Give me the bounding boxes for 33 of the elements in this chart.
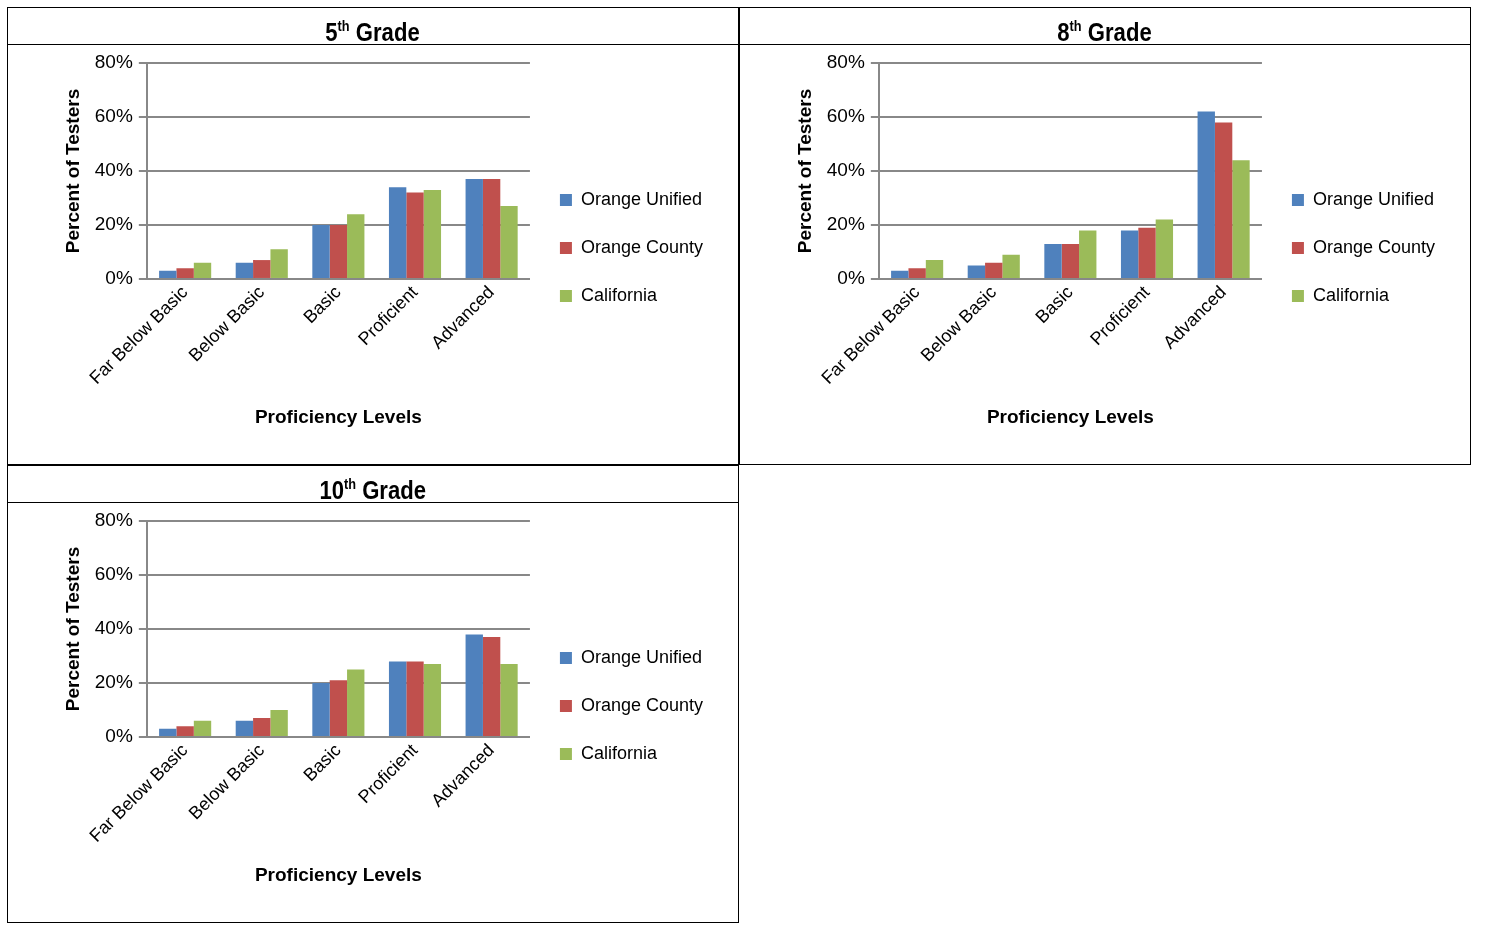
legend-label: Orange County [1312, 236, 1436, 257]
chart-title: 8$^{th}$ Grade [1057, 15, 1153, 49]
legend-label: California [580, 742, 658, 763]
y-tick-label: 0% [105, 725, 133, 747]
chart-title: 5$^{th}$ Grade [325, 15, 421, 49]
y-axis-title: Percent of Testers [61, 546, 83, 712]
legend-label: Orange Unified [580, 646, 703, 667]
y-tick-label: 0% [837, 267, 865, 289]
x-axis-title: Proficiency Levels [254, 405, 422, 427]
y-tick-label: 20% [826, 213, 865, 235]
legend-label: Orange County [580, 694, 704, 715]
y-tick-label: 80% [94, 51, 133, 73]
legend-label: California [1312, 284, 1390, 305]
y-tick-label: 0% [105, 267, 133, 289]
y-tick-label: 60% [94, 563, 133, 585]
y-axis-title: Percent of Testers [793, 88, 815, 254]
legend-label: California [580, 284, 658, 305]
y-tick-label: 80% [826, 51, 865, 73]
y-tick-label: 20% [94, 671, 133, 693]
legend-label: Orange Unified [1312, 188, 1435, 209]
y-axis-title: Percent of Testers [61, 88, 83, 254]
y-tick-label: 40% [826, 159, 865, 181]
y-tick-label: 60% [94, 105, 133, 127]
legend-label: Orange County [580, 236, 704, 257]
y-tick-label: 40% [94, 159, 133, 181]
legend-label: Orange Unified [580, 188, 703, 209]
y-tick-label: 80% [94, 509, 133, 531]
y-tick-label: 40% [94, 617, 133, 639]
y-tick-label: 20% [94, 213, 133, 235]
y-tick-label: 60% [826, 105, 865, 127]
x-axis-title: Proficiency Levels [986, 405, 1154, 427]
chart-title: 10$^{th}$ Grade [319, 473, 427, 507]
x-axis-title: Proficiency Levels [254, 863, 422, 885]
